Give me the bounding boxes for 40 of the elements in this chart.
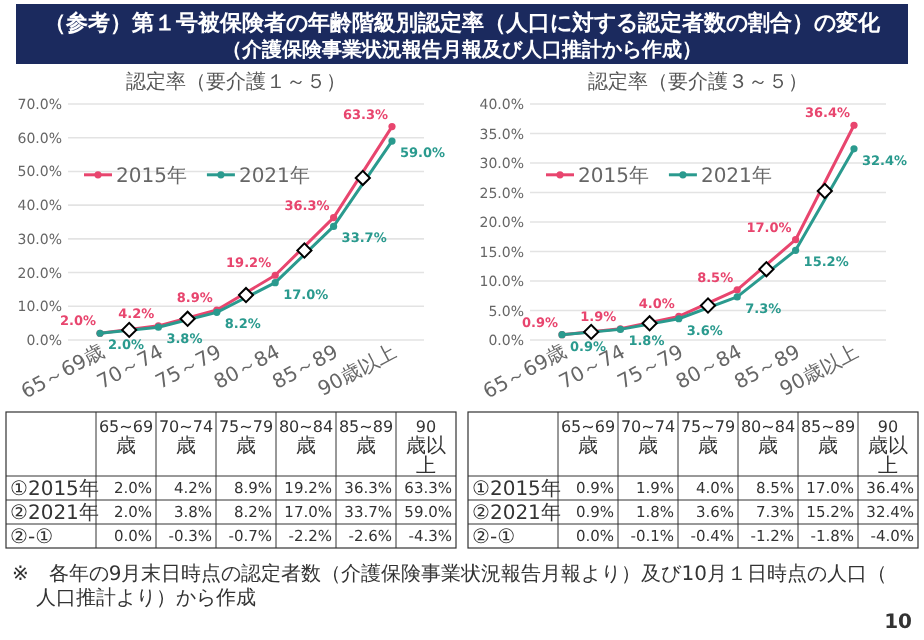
point <box>733 293 741 301</box>
text: （介護保険事業状況報告月報及び人口推計から作成） <box>222 38 702 62</box>
text: ②2021年 <box>472 501 561 525</box>
text: ②-① <box>10 527 54 549</box>
text: 90歳以上 <box>868 418 908 478</box>
text: 85~89歳 <box>800 418 856 458</box>
legend-label: 2021年 <box>238 163 310 188</box>
text: 65~69歳 <box>560 418 616 458</box>
text: ※ 各年の9月末日時点の認定者数（介護保険事業状況報告月報より）及び10月１日時点の人口（人口推計より）から作成 <box>12 562 887 610</box>
text: 10 <box>884 612 913 634</box>
point <box>330 214 338 222</box>
text: 85~89歳 <box>338 418 394 458</box>
point <box>388 137 396 145</box>
chart-title: 認定率（要介護１～５） <box>126 70 346 94</box>
legend-label: 2015年 <box>578 163 649 188</box>
point <box>850 145 858 153</box>
point <box>792 246 800 254</box>
point <box>388 122 396 131</box>
point <box>792 236 800 244</box>
text: 90歳以上 <box>406 418 446 478</box>
text: 75~79歳 <box>218 418 274 458</box>
text: 70~74歳 <box>620 418 676 458</box>
point <box>271 279 279 287</box>
text: ①2015年 <box>472 477 561 501</box>
point <box>330 222 338 230</box>
text: ①2015年 <box>10 477 99 501</box>
text: 75~79歳 <box>680 418 736 458</box>
text: 80~84歳 <box>278 418 334 458</box>
point <box>850 121 858 129</box>
text: 70~74歳 <box>158 418 214 458</box>
text: 80~84歳 <box>740 418 796 458</box>
legend-label: 2021年 <box>700 163 772 188</box>
text: 65~69歳 <box>98 418 154 458</box>
text: ②2021年 <box>10 501 99 525</box>
chart-title: 認定率（要介護３～５） <box>588 70 808 94</box>
legend-label: 2015年 <box>116 163 187 188</box>
point <box>271 271 279 279</box>
text: ②-① <box>472 527 516 549</box>
point <box>733 286 741 294</box>
text: （参考）第１号被保険者の年齢階級別認定率（人口に対する認定者数の割合）の変化 <box>44 10 882 36</box>
